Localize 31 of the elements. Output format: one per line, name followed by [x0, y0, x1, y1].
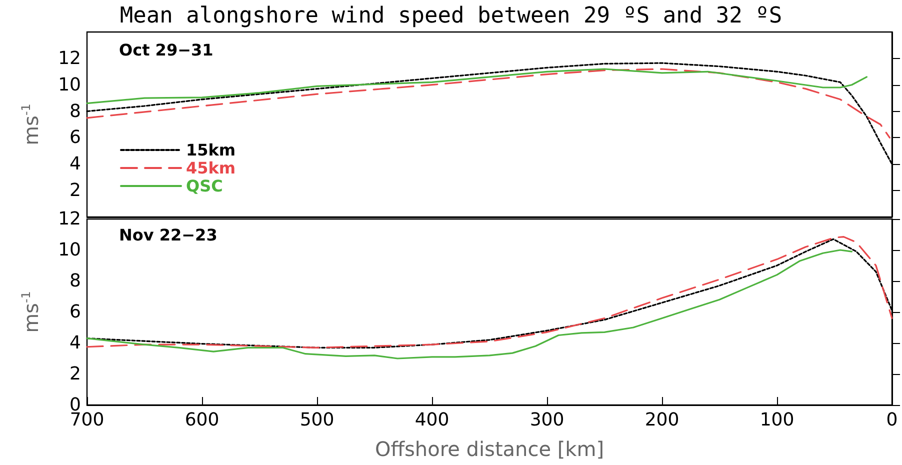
y-tick-label: 10 [58, 74, 81, 96]
chart-title: Mean alongshore wind speed between 29 ºS and 32 ºS [120, 4, 782, 28]
y-tick-label: 8 [70, 270, 81, 292]
x-tick-label: 300 [530, 410, 564, 430]
line-series [86, 68, 868, 104]
y-tick-label: 6 [70, 302, 81, 322]
y-tick-label: 12 [58, 48, 81, 69]
y-tick-label: 10 [58, 240, 81, 260]
y-tick-label: 4 [70, 332, 81, 354]
x-tick-label: 500 [300, 410, 334, 430]
x-tick-label: 200 [644, 410, 680, 430]
y-tick-label: 2 [70, 180, 81, 202]
x-axis-title: Offshore distance [km] [374, 437, 604, 461]
y-tick-label: 2 [70, 364, 81, 384]
y-axis-title: ms-1 [19, 291, 43, 333]
line-series [86, 249, 853, 360]
legend-label: QSC [186, 176, 223, 196]
y-tick-label: 8 [70, 100, 81, 122]
y-tick-label: 12 [58, 208, 81, 230]
x-tick-label: 400 [414, 410, 450, 430]
y-tick-label: 4 [70, 154, 81, 175]
legend-label: 45km [186, 158, 236, 178]
x-tick-label: 0 [886, 410, 898, 430]
x-tick-label: 100 [760, 410, 794, 430]
annotation: Oct 29−31 [119, 40, 214, 60]
line-series [86, 68, 890, 139]
legend-label: 15km [186, 140, 236, 160]
annotation: Nov 22−23 [119, 226, 218, 244]
y-tick-label: 6 [70, 127, 81, 148]
x-tick-label: 600 [184, 410, 220, 430]
y-axis-title: ms-1 [19, 104, 43, 146]
